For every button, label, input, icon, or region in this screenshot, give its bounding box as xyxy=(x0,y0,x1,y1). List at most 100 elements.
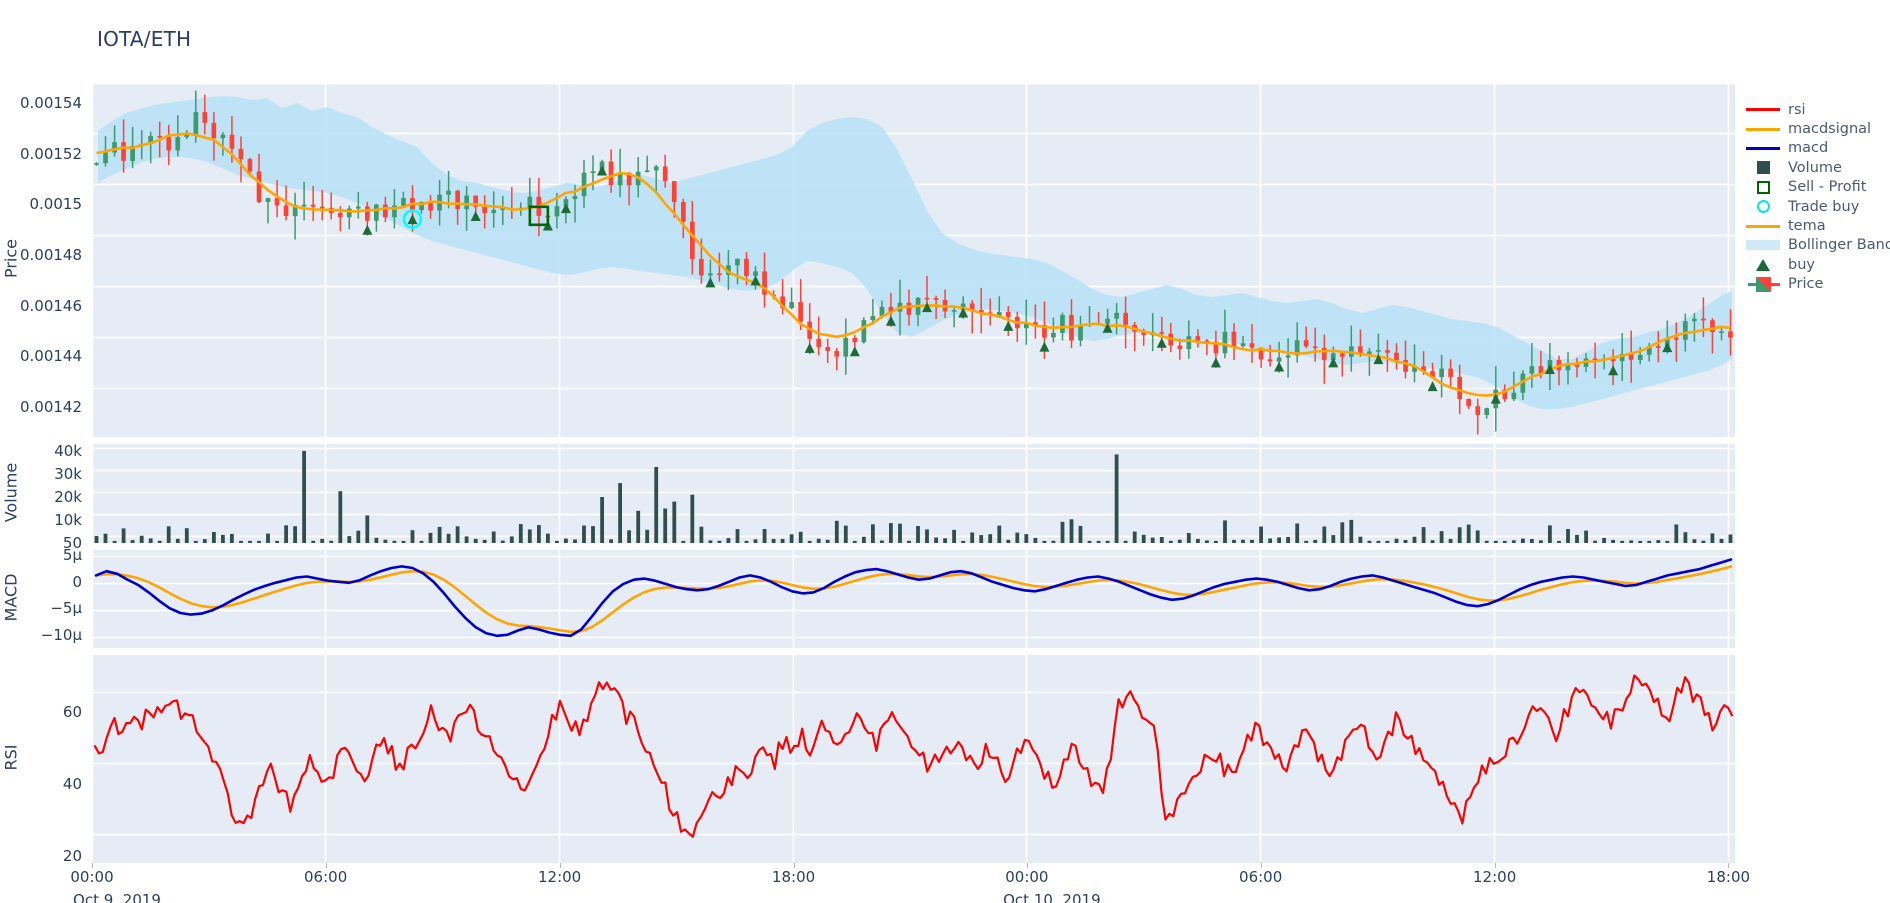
volume-bar xyxy=(798,531,803,543)
volume-bar xyxy=(139,535,144,543)
volume-bar xyxy=(708,540,713,543)
volume-bar xyxy=(1186,533,1191,543)
volume-bar xyxy=(193,540,198,543)
legend-label: buy xyxy=(1788,256,1815,273)
rsi-panel xyxy=(92,655,1735,863)
volume-bar xyxy=(284,525,288,543)
volume-bar xyxy=(1015,532,1020,543)
legend-item-price[interactable]: Price xyxy=(1740,275,1890,294)
volume-bar xyxy=(1557,540,1561,543)
price-ytick: 0.00152 xyxy=(19,144,82,163)
volume-bar xyxy=(1177,539,1182,543)
price-panel xyxy=(92,83,1735,437)
volume-bar xyxy=(365,515,370,543)
volume-bar xyxy=(744,540,749,543)
xtick-mark xyxy=(1494,863,1496,868)
volume-ytick: 40k xyxy=(54,441,82,460)
volume-bar xyxy=(473,538,478,543)
macd-ytick: −10µ xyxy=(40,625,82,644)
xtick-mark xyxy=(1260,863,1262,868)
volume-bar xyxy=(1150,537,1155,543)
volume-bar xyxy=(925,529,929,543)
legend-item-trade-buy[interactable]: Trade buy xyxy=(1740,197,1890,216)
volume-bar xyxy=(1159,537,1164,543)
volume-bar xyxy=(726,538,731,543)
rsi-ytick: 40 xyxy=(62,775,82,794)
volume-bar xyxy=(1430,540,1435,543)
legend-item-macd[interactable]: macd xyxy=(1740,139,1890,158)
volume-bar xyxy=(221,534,225,543)
volume-bar xyxy=(1629,540,1634,543)
circle-outline-icon xyxy=(1740,197,1786,216)
volume-bar xyxy=(1484,540,1489,543)
volume-bar xyxy=(943,538,947,543)
volume-bar xyxy=(1584,530,1588,543)
volume-bar xyxy=(1322,526,1327,543)
volume-bar xyxy=(157,540,162,543)
volume-bar xyxy=(988,534,993,543)
legend-item-macdsignal[interactable]: macdsignal xyxy=(1740,119,1890,138)
macd-gridlines xyxy=(92,550,1735,648)
volume-bar xyxy=(1466,524,1471,543)
volume-bar xyxy=(1223,520,1227,543)
volume-bar xyxy=(311,540,316,543)
volume-bar xyxy=(148,538,153,543)
xtick: 06:00 xyxy=(1239,868,1283,886)
legend-item-volume[interactable]: Volume xyxy=(1740,158,1890,177)
buy-marker xyxy=(1427,381,1438,392)
legend-item-tema[interactable]: tema xyxy=(1740,216,1890,235)
volume-bar xyxy=(1304,540,1309,543)
volume-bar xyxy=(1593,540,1597,543)
square-icon xyxy=(1740,158,1786,177)
volume-bar xyxy=(537,525,541,543)
buy-marker xyxy=(885,315,896,326)
volume-bar xyxy=(816,538,821,543)
legend-item-bollinger-band[interactable]: Bollinger Band xyxy=(1740,236,1890,255)
rsi-axis-title: RSI xyxy=(1,744,21,771)
volume-bar xyxy=(374,537,379,543)
volume-bar xyxy=(500,540,505,543)
macd-axis-title: MACD xyxy=(1,573,21,622)
volume-bar xyxy=(320,538,325,543)
volume-bar xyxy=(573,539,577,543)
volume-bar xyxy=(302,450,306,543)
volume-bar xyxy=(347,536,352,543)
legend-label: macdsignal xyxy=(1788,121,1872,138)
volume-bar xyxy=(275,540,279,543)
buy-marker xyxy=(407,214,418,225)
volume-bar xyxy=(509,536,514,543)
volume-bar xyxy=(789,534,794,543)
rsi-ytick: 60 xyxy=(62,703,82,722)
volume-bar xyxy=(1710,533,1715,543)
xtick: 12:00 xyxy=(1473,868,1517,886)
volume-bar xyxy=(1385,540,1390,543)
volume-bar xyxy=(1475,530,1480,543)
legend-item-buy[interactable]: buy xyxy=(1740,255,1890,274)
volume-bar xyxy=(825,539,830,543)
volume-bar xyxy=(1530,539,1534,543)
volume-bar xyxy=(609,539,613,543)
volume-bar xyxy=(1674,524,1679,543)
volume-bar xyxy=(175,538,180,543)
legend-item-rsi[interactable]: rsi xyxy=(1740,100,1890,119)
volume-bars xyxy=(94,450,1733,543)
volume-bar xyxy=(527,529,532,543)
rsi-gridlines xyxy=(92,655,1735,863)
legend-item-sell-profit[interactable]: Sell - Profit xyxy=(1740,178,1890,197)
volume-bar xyxy=(952,529,956,543)
volume-bar xyxy=(1042,540,1047,543)
volume-bar xyxy=(871,524,875,543)
buy-marker xyxy=(705,277,716,288)
volume-bar xyxy=(455,526,460,543)
volume-bar xyxy=(1692,539,1697,543)
volume-bar xyxy=(771,538,776,543)
volume-bar xyxy=(1394,538,1399,543)
trade-markers xyxy=(362,165,1673,404)
volume-bar xyxy=(889,523,893,543)
xtick-mark xyxy=(1026,863,1028,868)
volume-bar xyxy=(1511,540,1516,543)
volume-bar xyxy=(1575,534,1579,543)
volume-bar xyxy=(383,539,388,543)
volume-bar xyxy=(1457,527,1462,543)
volume-bar xyxy=(1069,519,1074,543)
